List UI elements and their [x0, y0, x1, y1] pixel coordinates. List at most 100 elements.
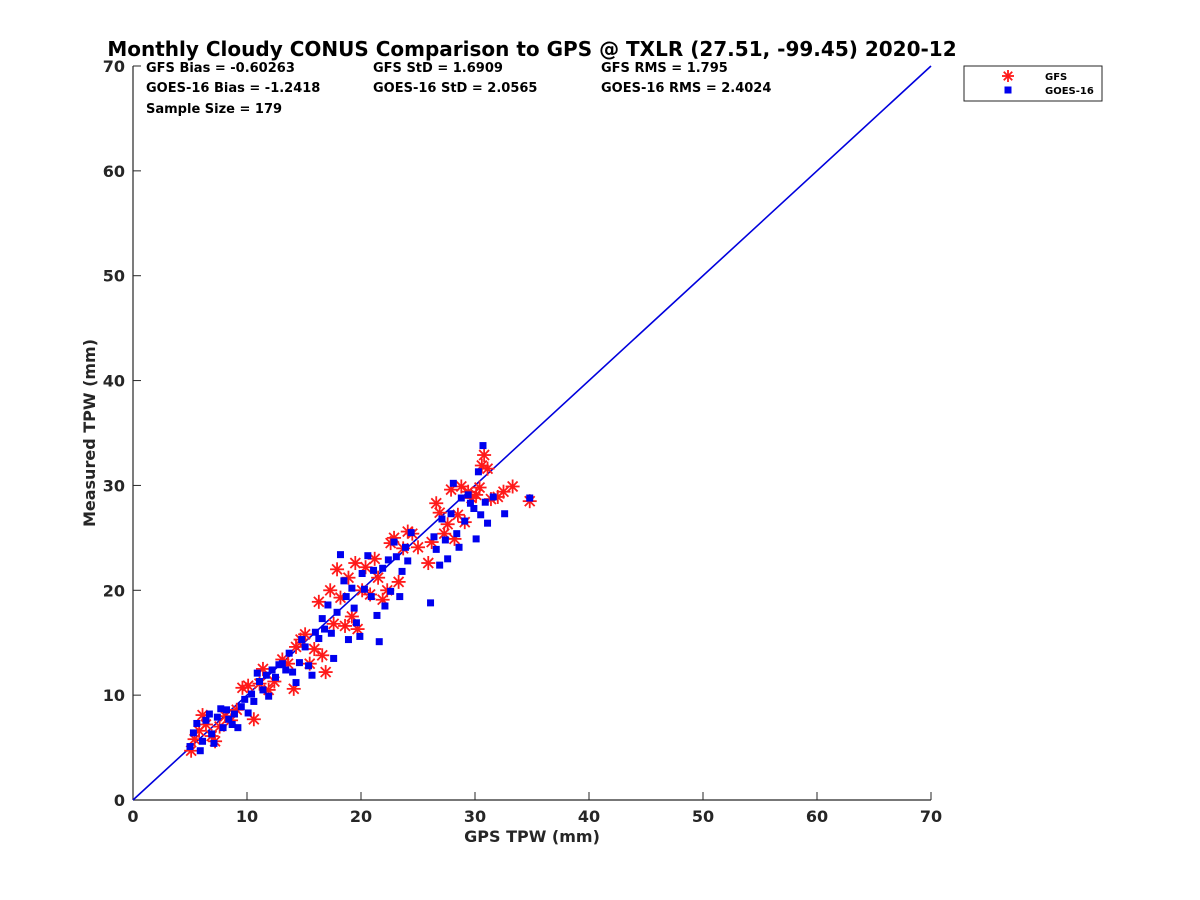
goes-16-point: [449, 479, 457, 487]
plot-axes: 0 10 20 30 40 50 60 70 0 10 20 30 40 50 60 70: [103, 57, 942, 826]
gfs-point: [318, 665, 333, 680]
goes-16-point: [259, 686, 267, 694]
y-tick-label: 30: [103, 476, 125, 495]
goes-16-point: [398, 567, 406, 575]
gfs-point: [480, 461, 495, 476]
goes-16-point: [392, 553, 400, 561]
goes-16-point: [479, 442, 487, 450]
x-tick-label: 40: [578, 807, 600, 826]
goes-16-point: [234, 724, 242, 732]
legend-gfs-marker: [1002, 70, 1014, 82]
goes-16-point: [250, 697, 258, 705]
gfs-point: [289, 639, 304, 654]
stats-block: GFS Bias = -0.60263 GFS StD = 1.6909 GFS R…: [146, 61, 771, 117]
x-axis-label: GPS TPW (mm): [464, 827, 600, 846]
goes-16-point: [444, 555, 452, 563]
goes-16-point: [464, 491, 472, 499]
goes-16-point: [396, 593, 404, 601]
goes-16-point: [455, 543, 463, 551]
gfs-point: [311, 594, 326, 609]
y-tick-label: 20: [103, 581, 125, 600]
goes-16-point: [367, 593, 375, 601]
goes-16-point: [208, 730, 216, 738]
legend-entry: GFS: [1045, 72, 1067, 83]
goes-16-point: [295, 659, 303, 667]
goes-16-point: [358, 570, 366, 578]
goes-16-point: [210, 739, 218, 747]
gfs-point: [391, 574, 406, 589]
gfs-point: [477, 448, 492, 463]
gfs-point: [421, 556, 436, 571]
goes-16-point: [375, 638, 383, 646]
goes-16-point: [484, 519, 492, 527]
goes-16-point: [237, 703, 245, 711]
gfs-point: [330, 562, 345, 577]
goes-16-point: [381, 602, 389, 610]
y-tick-label: 50: [103, 267, 125, 286]
goes-16-point: [447, 510, 455, 518]
goes-16-point: [272, 673, 279, 681]
x-tick-label: 30: [464, 807, 486, 826]
goes-16-point: [472, 535, 480, 543]
series-goes-16: [186, 442, 534, 755]
gfs-point: [323, 583, 338, 598]
goes-16-point: [202, 716, 210, 724]
y-tick-label: 0: [114, 791, 125, 810]
goes-16-point: [253, 669, 261, 677]
goes-16-point: [364, 552, 372, 560]
legend-goes-16-marker: [1004, 86, 1012, 94]
goes-16-point: [282, 666, 290, 674]
gfs-point: [315, 648, 330, 663]
goes-16-point: [298, 636, 306, 644]
goes-16-point: [230, 710, 238, 718]
legend: GFS GOES-16: [963, 65, 1103, 102]
chart-title: Monthly Cloudy CONUS Comparison to GPS @…: [107, 37, 956, 61]
gfs-point: [246, 712, 261, 727]
goes-16-point: [348, 584, 356, 592]
goes-16-point: [407, 529, 415, 537]
goes-16-point: [379, 564, 387, 572]
goes-16-point: [441, 536, 449, 544]
goes-16-point: [311, 628, 319, 636]
goes-16-point: [289, 668, 297, 676]
x-tick-label: 50: [692, 807, 714, 826]
goes-16-point: [430, 533, 438, 541]
goes-16-point: [205, 710, 213, 718]
x-tick-label: 60: [806, 807, 828, 826]
stat-text: GFS RMS = 1.795: [601, 61, 728, 76]
goes-16-point: [315, 635, 323, 643]
goes-16-point: [404, 557, 412, 565]
goes-16-point: [501, 510, 509, 518]
goes-16-point: [292, 679, 300, 687]
stat-text: GOES-16 Bias = -1.2418: [146, 81, 320, 96]
goes-16-point: [327, 629, 335, 637]
goes-16-point: [301, 643, 309, 651]
gfs-point: [472, 480, 487, 495]
gfs-point: [307, 642, 322, 657]
goes-16-point: [438, 515, 446, 523]
goes-16-point: [356, 632, 364, 640]
gfs-point: [333, 590, 348, 605]
goes-16-point: [401, 543, 409, 551]
goes-16-point: [526, 494, 534, 502]
goes-16-point: [342, 593, 350, 601]
goes-16-point: [228, 721, 236, 729]
goes-16-point: [268, 666, 276, 674]
goes-16-point: [262, 671, 270, 679]
goes-16-point: [344, 636, 352, 644]
goes-16-point: [256, 678, 264, 686]
goes-16-point: [470, 504, 478, 512]
goes-16-point: [217, 705, 225, 713]
gfs-point: [411, 540, 425, 555]
goes-16-point: [373, 611, 381, 619]
goes-16-point: [248, 690, 256, 698]
goes-16-point: [241, 695, 249, 703]
gfs-point: [371, 570, 386, 585]
goes-16-point: [324, 601, 332, 609]
goes-16-point: [387, 587, 395, 595]
gfs-point: [326, 616, 341, 631]
gfs-point: [338, 618, 353, 633]
goes-16-point: [222, 706, 230, 714]
goes-16-point: [278, 660, 286, 668]
